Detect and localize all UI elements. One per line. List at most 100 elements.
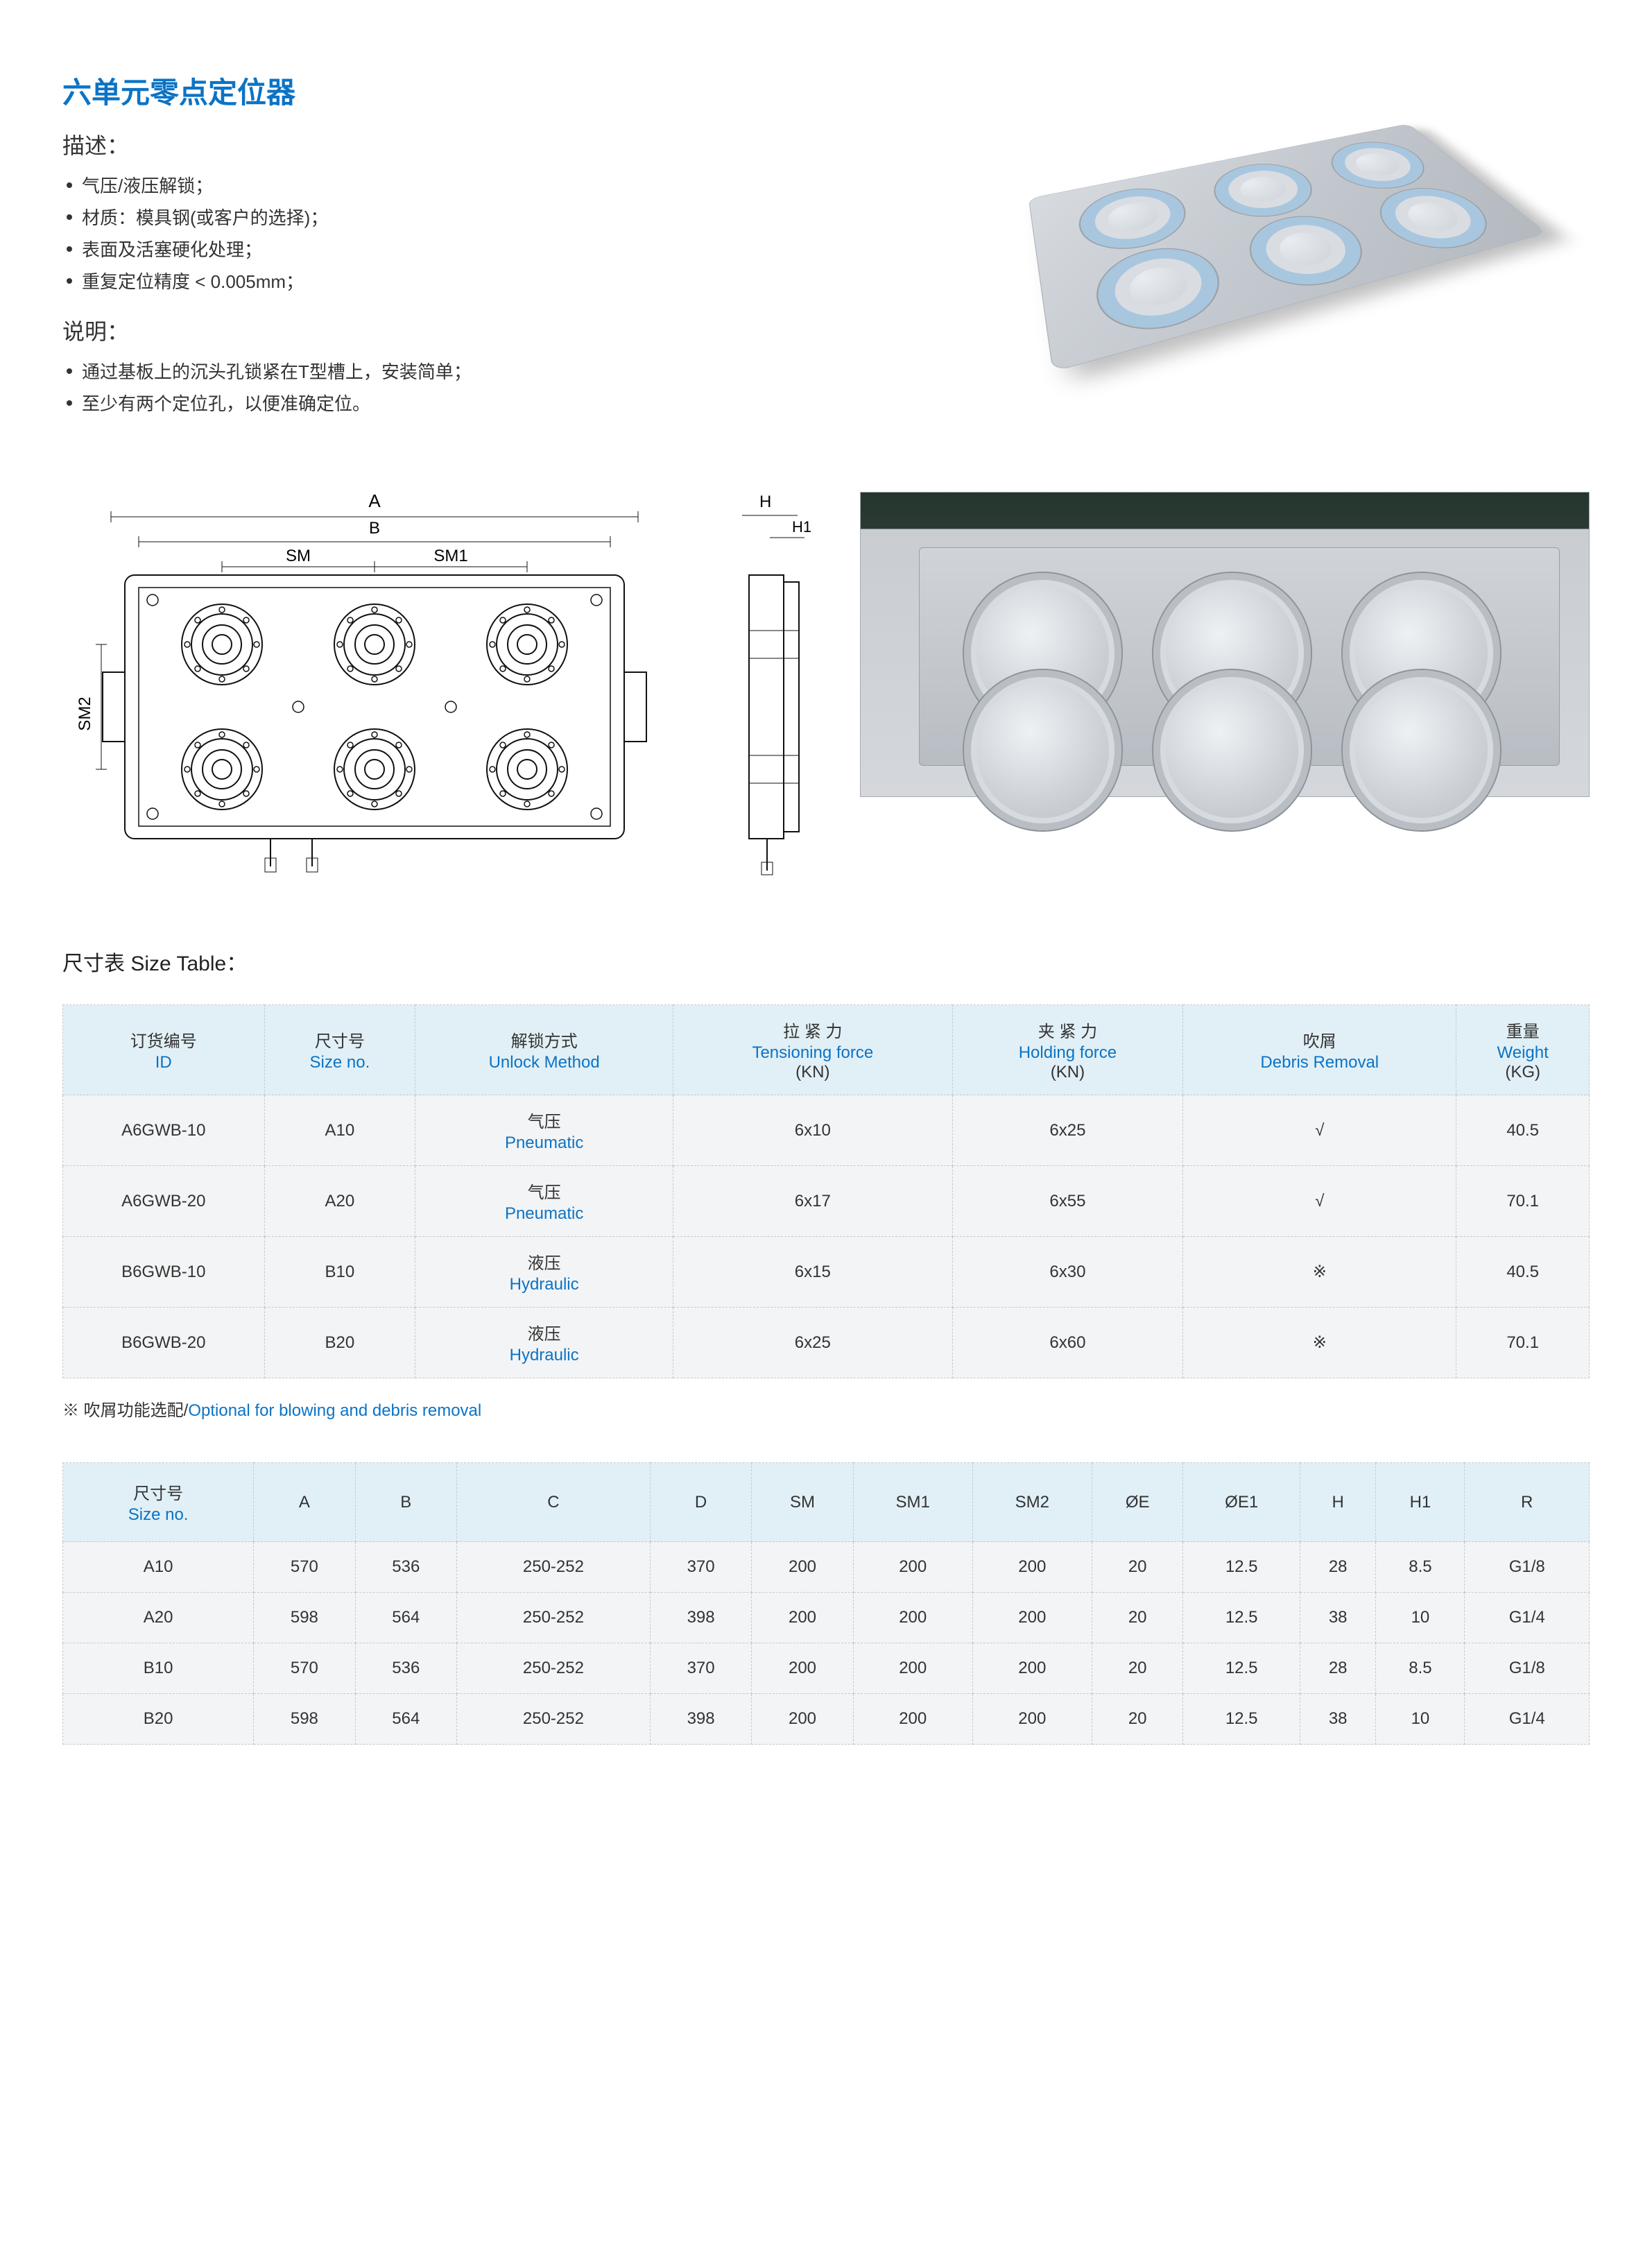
col-SM1: SM1 bbox=[853, 1463, 972, 1542]
cell-H: 28 bbox=[1300, 1643, 1376, 1694]
dim-a-label: A bbox=[368, 492, 381, 511]
cell-holding: 6x30 bbox=[952, 1237, 1183, 1308]
cell-OE1: 12.5 bbox=[1183, 1542, 1300, 1593]
col-holding: 夹 紧 力Holding force(KN) bbox=[952, 1005, 1183, 1095]
cell-C: 250-252 bbox=[456, 1643, 650, 1694]
cell-SM2: 200 bbox=[972, 1643, 1092, 1694]
dim-h1-label: H1 bbox=[792, 518, 811, 536]
cell-unlock: 气压Pneumatic bbox=[415, 1095, 673, 1166]
table-row: B10570536250-2523702002002002012.5288.5G… bbox=[63, 1643, 1590, 1694]
dim-sm1-label: SM1 bbox=[433, 547, 467, 565]
cell-holding: 6x60 bbox=[952, 1308, 1183, 1378]
col-debris: 吹屑Debris Removal bbox=[1183, 1005, 1456, 1095]
cell-B: 536 bbox=[355, 1643, 456, 1694]
cell-OE1: 12.5 bbox=[1183, 1643, 1300, 1694]
cell-C: 250-252 bbox=[456, 1694, 650, 1745]
dimension-table: 尺寸号Size no. A B C D SM SM1 SM2 ØE ØE1 H … bbox=[62, 1462, 1590, 1745]
col-D: D bbox=[650, 1463, 751, 1542]
instr-item: 通过基板上的沉头孔锁紧在T型槽上，安装简单； bbox=[62, 356, 924, 388]
technical-drawing-side: H H1 bbox=[728, 492, 818, 884]
cell-H1: 10 bbox=[1376, 1694, 1465, 1745]
cell-R: G1/8 bbox=[1465, 1643, 1590, 1694]
col-SM: SM bbox=[752, 1463, 853, 1542]
cell-H: 38 bbox=[1300, 1694, 1376, 1745]
cell-SM: 200 bbox=[752, 1643, 853, 1694]
desc-item: 气压/液压解锁； bbox=[62, 170, 924, 202]
cell-debris: √ bbox=[1183, 1095, 1456, 1166]
table-row: B20598564250-2523982002002002012.53810G1… bbox=[63, 1694, 1590, 1745]
cell-H: 38 bbox=[1300, 1593, 1376, 1643]
instructions-list: 通过基板上的沉头孔锁紧在T型槽上，安装简单； 至少有两个定位孔，以便准确定位。 bbox=[62, 356, 924, 420]
cell-debris: ※ bbox=[1183, 1308, 1456, 1378]
cell-B: 536 bbox=[355, 1542, 456, 1593]
cell-SM1: 200 bbox=[853, 1643, 972, 1694]
cell-R: G1/4 bbox=[1465, 1694, 1590, 1745]
dim-sm2-label: SM2 bbox=[76, 696, 94, 730]
cell-size: B20 bbox=[63, 1694, 254, 1745]
cell-unlock: 液压Hydraulic bbox=[415, 1237, 673, 1308]
page-title: 六单元零点定位器 bbox=[62, 69, 924, 112]
cell-H1: 10 bbox=[1376, 1593, 1465, 1643]
footnote-cn: ※ 吹屑功能选配/ bbox=[62, 1401, 188, 1420]
cell-size: A10 bbox=[264, 1095, 415, 1166]
table-row: B6GWB-20B20液压Hydraulic6x256x60※70.1 bbox=[63, 1308, 1590, 1378]
table-row: A6GWB-20A20气压Pneumatic6x176x55√70.1 bbox=[63, 1166, 1590, 1237]
col-id: 订货编号ID bbox=[63, 1005, 265, 1095]
cell-SM: 200 bbox=[752, 1593, 853, 1643]
col-H: H bbox=[1300, 1463, 1376, 1542]
cell-id: B6GWB-20 bbox=[63, 1308, 265, 1378]
instructions-heading: 说明： bbox=[62, 314, 924, 346]
description-heading: 描述： bbox=[62, 128, 924, 160]
cell-weight: 40.5 bbox=[1456, 1237, 1590, 1308]
col-A: A bbox=[254, 1463, 355, 1542]
col-OE1: ØE1 bbox=[1183, 1463, 1300, 1542]
cell-OE: 20 bbox=[1092, 1694, 1183, 1745]
cell-C: 250-252 bbox=[456, 1593, 650, 1643]
cell-weight: 70.1 bbox=[1456, 1166, 1590, 1237]
cell-H1: 8.5 bbox=[1376, 1542, 1465, 1593]
cell-H1: 8.5 bbox=[1376, 1643, 1465, 1694]
col-size2: 尺寸号Size no. bbox=[63, 1463, 254, 1542]
col-C: C bbox=[456, 1463, 650, 1542]
cell-unlock: 气压Pneumatic bbox=[415, 1166, 673, 1237]
cell-size: B10 bbox=[264, 1237, 415, 1308]
cell-size: A20 bbox=[264, 1166, 415, 1237]
cell-SM2: 200 bbox=[972, 1694, 1092, 1745]
cell-SM: 200 bbox=[752, 1542, 853, 1593]
cell-OE1: 12.5 bbox=[1183, 1593, 1300, 1643]
col-tension: 拉 紧 力Tensioning force(KN) bbox=[673, 1005, 953, 1095]
footnote: ※ 吹屑功能选配/Optional for blowing and debris… bbox=[62, 1396, 1590, 1421]
cell-D: 370 bbox=[650, 1643, 751, 1694]
cell-OE: 20 bbox=[1092, 1643, 1183, 1694]
instr-item: 至少有两个定位孔，以便准确定位。 bbox=[62, 388, 924, 420]
cell-id: B6GWB-10 bbox=[63, 1237, 265, 1308]
cell-debris: √ bbox=[1183, 1166, 1456, 1237]
cell-id: A6GWB-20 bbox=[63, 1166, 265, 1237]
cell-weight: 40.5 bbox=[1456, 1095, 1590, 1166]
dim-h-label: H bbox=[759, 493, 771, 511]
col-B: B bbox=[355, 1463, 456, 1542]
col-size: 尺寸号Size no. bbox=[264, 1005, 415, 1095]
cell-size: A20 bbox=[63, 1593, 254, 1643]
description-list: 气压/液压解锁； 材质：模具钢(或客户的选择)； 表面及活塞硬化处理； 重复定位… bbox=[62, 170, 924, 298]
cell-tension: 6x10 bbox=[673, 1095, 953, 1166]
col-unlock: 解锁方式Unlock Method bbox=[415, 1005, 673, 1095]
cell-A: 570 bbox=[254, 1643, 355, 1694]
cell-id: A6GWB-10 bbox=[63, 1095, 265, 1166]
table-row: A20598564250-2523982002002002012.53810G1… bbox=[63, 1593, 1590, 1643]
technical-drawing-top: A B SM SM1 bbox=[62, 492, 687, 884]
cell-R: G1/4 bbox=[1465, 1593, 1590, 1643]
desc-item: 材质：模具钢(或客户的选择)； bbox=[62, 202, 924, 234]
cell-A: 598 bbox=[254, 1593, 355, 1643]
dim-b-label: B bbox=[369, 519, 380, 538]
product-render bbox=[1007, 69, 1548, 361]
cell-D: 370 bbox=[650, 1542, 751, 1593]
cell-A: 570 bbox=[254, 1542, 355, 1593]
cell-holding: 6x25 bbox=[952, 1095, 1183, 1166]
desc-item: 重复定位精度 < 0.005mm； bbox=[62, 266, 924, 298]
cell-tension: 6x25 bbox=[673, 1308, 953, 1378]
cell-SM1: 200 bbox=[853, 1694, 972, 1745]
cell-debris: ※ bbox=[1183, 1237, 1456, 1308]
cell-D: 398 bbox=[650, 1593, 751, 1643]
product-photo bbox=[860, 492, 1590, 797]
